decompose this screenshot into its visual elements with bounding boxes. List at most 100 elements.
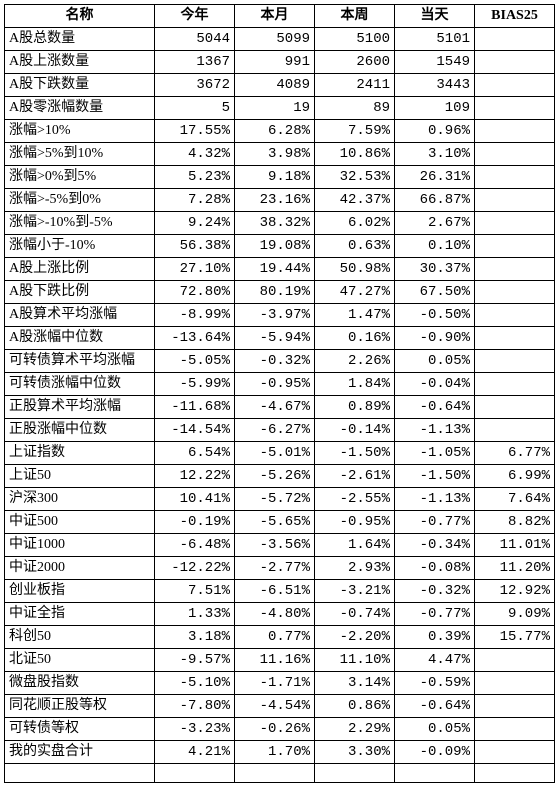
row-name-cell: 涨幅>10% <box>5 120 155 143</box>
row-value-cell: 66.87% <box>395 189 475 212</box>
col-header-year: 今年 <box>155 5 235 28</box>
row-value-cell: -0.32% <box>235 350 315 373</box>
row-value-cell <box>475 396 555 419</box>
row-value-cell: 2.93% <box>315 557 395 580</box>
row-value-cell: 3.98% <box>235 143 315 166</box>
row-value-cell: 1367 <box>155 51 235 74</box>
table-row: 涨幅>0%到5%5.23%9.18%32.53%26.31% <box>5 166 555 189</box>
col-header-name: 名称 <box>5 5 155 28</box>
table-row: 创业板指7.51%-6.51%-3.21%-0.32%12.92% <box>5 580 555 603</box>
row-value-cell <box>475 649 555 672</box>
spacer-row <box>5 764 555 783</box>
row-value-cell: 30.37% <box>395 258 475 281</box>
row-value-cell: 15.77% <box>475 626 555 649</box>
row-value-cell: 5 <box>155 97 235 120</box>
row-name-cell: A股总数量 <box>5 28 155 51</box>
stock-stats-table: 名称 今年 本月 本周 当天 BIAS25 A股总数量5044509951005… <box>4 4 555 783</box>
row-value-cell: -4.54% <box>235 695 315 718</box>
table-row: 涨幅>5%到10%4.32%3.98%10.86%3.10% <box>5 143 555 166</box>
row-value-cell: 6.28% <box>235 120 315 143</box>
spacer-cell <box>235 764 315 783</box>
row-name-cell: 涨幅>0%到5% <box>5 166 155 189</box>
row-value-cell: -0.64% <box>395 695 475 718</box>
row-value-cell: -5.01% <box>235 442 315 465</box>
row-value-cell: -5.72% <box>235 488 315 511</box>
row-value-cell: 1549 <box>395 51 475 74</box>
row-value-cell: 1.33% <box>155 603 235 626</box>
row-value-cell: -4.80% <box>235 603 315 626</box>
row-value-cell <box>475 258 555 281</box>
table-row: 正股算术平均涨幅-11.68%-4.67%0.89%-0.64% <box>5 396 555 419</box>
row-value-cell: -0.59% <box>395 672 475 695</box>
table-row: A股算术平均涨幅-8.99%-3.97%1.47%-0.50% <box>5 304 555 327</box>
row-value-cell: 19.44% <box>235 258 315 281</box>
row-value-cell: 11.20% <box>475 557 555 580</box>
row-value-cell: -5.26% <box>235 465 315 488</box>
row-value-cell: 5100 <box>315 28 395 51</box>
row-name-cell: 上证指数 <box>5 442 155 465</box>
row-value-cell: 3.10% <box>395 143 475 166</box>
row-value-cell: 9.24% <box>155 212 235 235</box>
row-value-cell: 50.98% <box>315 258 395 281</box>
row-value-cell: 3672 <box>155 74 235 97</box>
row-name-cell: 涨幅>5%到10% <box>5 143 155 166</box>
table-row: 我的实盘合计4.21%1.70%3.30%-0.09% <box>5 741 555 764</box>
row-value-cell: 7.51% <box>155 580 235 603</box>
row-name-cell: A股零涨幅数量 <box>5 97 155 120</box>
row-value-cell: -1.71% <box>235 672 315 695</box>
row-value-cell: 5099 <box>235 28 315 51</box>
row-value-cell: 10.86% <box>315 143 395 166</box>
row-value-cell: 0.77% <box>235 626 315 649</box>
table-row: 上证指数6.54%-5.01%-1.50%-1.05%6.77% <box>5 442 555 465</box>
row-value-cell: 0.10% <box>395 235 475 258</box>
table-row: 涨幅>-5%到0%7.28%23.16%42.37%66.87% <box>5 189 555 212</box>
table-row: 涨幅小于-10%56.38%19.08%0.63%0.10% <box>5 235 555 258</box>
table-row: 涨幅>-10%到-5%9.24%38.32%6.02%2.67% <box>5 212 555 235</box>
row-value-cell: 6.77% <box>475 442 555 465</box>
row-value-cell: 0.05% <box>395 718 475 741</box>
row-value-cell: -0.64% <box>395 396 475 419</box>
row-value-cell: 0.63% <box>315 235 395 258</box>
row-value-cell: -0.14% <box>315 419 395 442</box>
row-value-cell: 80.19% <box>235 281 315 304</box>
row-value-cell: -2.61% <box>315 465 395 488</box>
row-value-cell: 89 <box>315 97 395 120</box>
row-value-cell: -5.94% <box>235 327 315 350</box>
row-value-cell <box>475 166 555 189</box>
row-value-cell: -7.80% <box>155 695 235 718</box>
row-value-cell: -2.77% <box>235 557 315 580</box>
row-name-cell: 可转债涨幅中位数 <box>5 373 155 396</box>
row-value-cell <box>475 212 555 235</box>
row-name-cell: 正股算术平均涨幅 <box>5 396 155 419</box>
row-name-cell: 科创50 <box>5 626 155 649</box>
row-name-cell: A股涨幅中位数 <box>5 327 155 350</box>
row-value-cell: 47.27% <box>315 281 395 304</box>
row-value-cell: 9.18% <box>235 166 315 189</box>
row-name-cell: 涨幅>-10%到-5% <box>5 212 155 235</box>
row-value-cell: 67.50% <box>395 281 475 304</box>
row-value-cell: 6.99% <box>475 465 555 488</box>
row-value-cell: -6.27% <box>235 419 315 442</box>
row-value-cell: -0.19% <box>155 511 235 534</box>
row-name-cell: A股下跌数量 <box>5 74 155 97</box>
row-value-cell: -14.54% <box>155 419 235 442</box>
spacer-cell <box>475 764 555 783</box>
row-name-cell: 正股涨幅中位数 <box>5 419 155 442</box>
row-name-cell: 可转债等权 <box>5 718 155 741</box>
row-name-cell: 中证全指 <box>5 603 155 626</box>
row-value-cell: 4.21% <box>155 741 235 764</box>
row-value-cell: -1.50% <box>315 442 395 465</box>
row-value-cell: 7.28% <box>155 189 235 212</box>
row-name-cell: A股下跌比例 <box>5 281 155 304</box>
table-row: 涨幅>10%17.55%6.28%7.59%0.96% <box>5 120 555 143</box>
row-value-cell: 2.29% <box>315 718 395 741</box>
row-value-cell: 3443 <box>395 74 475 97</box>
table-row: 科创503.18%0.77%-2.20%0.39%15.77% <box>5 626 555 649</box>
row-name-cell: 微盘股指数 <box>5 672 155 695</box>
row-value-cell: -0.04% <box>395 373 475 396</box>
col-header-day: 当天 <box>395 5 475 28</box>
row-value-cell <box>475 419 555 442</box>
row-value-cell: 2600 <box>315 51 395 74</box>
row-value-cell: -13.64% <box>155 327 235 350</box>
row-value-cell: -3.21% <box>315 580 395 603</box>
